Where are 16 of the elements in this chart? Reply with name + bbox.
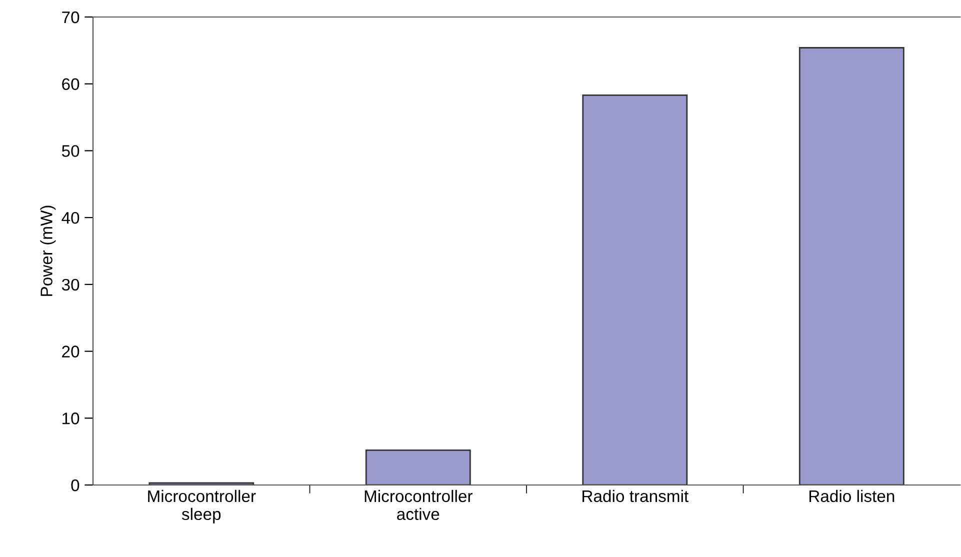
y-tick-label: 0 [71, 479, 80, 492]
y-tick-label: 70 [62, 11, 80, 24]
y-tick-label: 20 [62, 346, 80, 358]
y-tick-label: 10 [62, 412, 80, 424]
bar [582, 94, 688, 485]
x-tick-label: Microcontroller sleep [148, 490, 256, 524]
y-axis-title: Power (mW) [40, 206, 56, 296]
x-tick-label: Radio listen [809, 490, 894, 502]
bar [365, 450, 471, 485]
x-tick-label: Radio transmit [582, 490, 689, 502]
y-tick-label: 30 [62, 278, 80, 291]
x-tick-label: Microcontroller active [364, 490, 473, 520]
y-tick-label: 40 [62, 212, 80, 224]
bar [798, 47, 904, 485]
y-tick-label: 60 [62, 78, 80, 90]
y-tick-label: 50 [62, 145, 80, 157]
